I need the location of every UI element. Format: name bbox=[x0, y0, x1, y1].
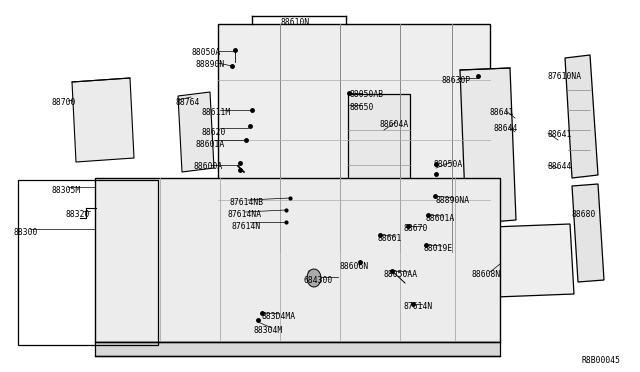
Text: 88611M: 88611M bbox=[202, 108, 231, 117]
Polygon shape bbox=[572, 184, 604, 282]
Text: 88641: 88641 bbox=[548, 130, 572, 139]
Text: 87614NA: 87614NA bbox=[227, 210, 261, 219]
Text: 87610NA: 87610NA bbox=[548, 72, 582, 81]
Text: 88304M: 88304M bbox=[254, 326, 284, 335]
Text: 88764: 88764 bbox=[175, 98, 200, 107]
Polygon shape bbox=[466, 224, 574, 298]
Text: 88604A: 88604A bbox=[380, 120, 409, 129]
Text: 88890NA: 88890NA bbox=[436, 196, 470, 205]
Text: 87614NB: 87614NB bbox=[230, 198, 264, 207]
Polygon shape bbox=[307, 269, 321, 287]
Polygon shape bbox=[565, 55, 598, 178]
Text: 87614N: 87614N bbox=[404, 302, 433, 311]
Text: 88050AA: 88050AA bbox=[384, 270, 418, 279]
Polygon shape bbox=[460, 68, 516, 224]
Text: 88608N: 88608N bbox=[472, 270, 501, 279]
Text: 88890N: 88890N bbox=[196, 60, 225, 69]
Text: 88600A: 88600A bbox=[193, 162, 222, 171]
Bar bbox=[18, 180, 158, 345]
Text: 883D4MA: 883D4MA bbox=[262, 312, 296, 321]
Text: 88650: 88650 bbox=[350, 103, 374, 112]
Text: 684300: 684300 bbox=[304, 276, 333, 285]
Text: 88019E: 88019E bbox=[424, 244, 453, 253]
Text: 88601A: 88601A bbox=[426, 214, 455, 223]
Text: 88644: 88644 bbox=[548, 162, 572, 171]
Text: 88300: 88300 bbox=[14, 228, 38, 237]
Text: 88644: 88644 bbox=[493, 124, 517, 133]
Polygon shape bbox=[95, 342, 500, 356]
Text: 88680: 88680 bbox=[572, 210, 596, 219]
Text: 88670: 88670 bbox=[404, 224, 428, 233]
Text: R8B00045: R8B00045 bbox=[581, 356, 620, 365]
Polygon shape bbox=[72, 78, 134, 162]
Text: 88320: 88320 bbox=[65, 210, 90, 219]
Text: 88606N: 88606N bbox=[340, 262, 369, 271]
Text: 88700: 88700 bbox=[52, 98, 76, 107]
Text: 88620: 88620 bbox=[202, 128, 227, 137]
Text: 88641: 88641 bbox=[490, 108, 515, 117]
Text: 88601A: 88601A bbox=[196, 140, 225, 149]
Text: 88630P: 88630P bbox=[442, 76, 471, 85]
Polygon shape bbox=[218, 24, 490, 252]
Text: 88661: 88661 bbox=[378, 234, 403, 243]
Polygon shape bbox=[178, 92, 214, 172]
Text: 88050A: 88050A bbox=[434, 160, 463, 169]
Text: 88305M: 88305M bbox=[52, 186, 81, 195]
Polygon shape bbox=[95, 178, 500, 342]
Text: 88610N: 88610N bbox=[280, 18, 310, 27]
Text: 87614N: 87614N bbox=[232, 222, 261, 231]
Text: 88050AB: 88050AB bbox=[350, 90, 384, 99]
Text: 88050A: 88050A bbox=[192, 48, 221, 57]
Polygon shape bbox=[348, 94, 410, 200]
